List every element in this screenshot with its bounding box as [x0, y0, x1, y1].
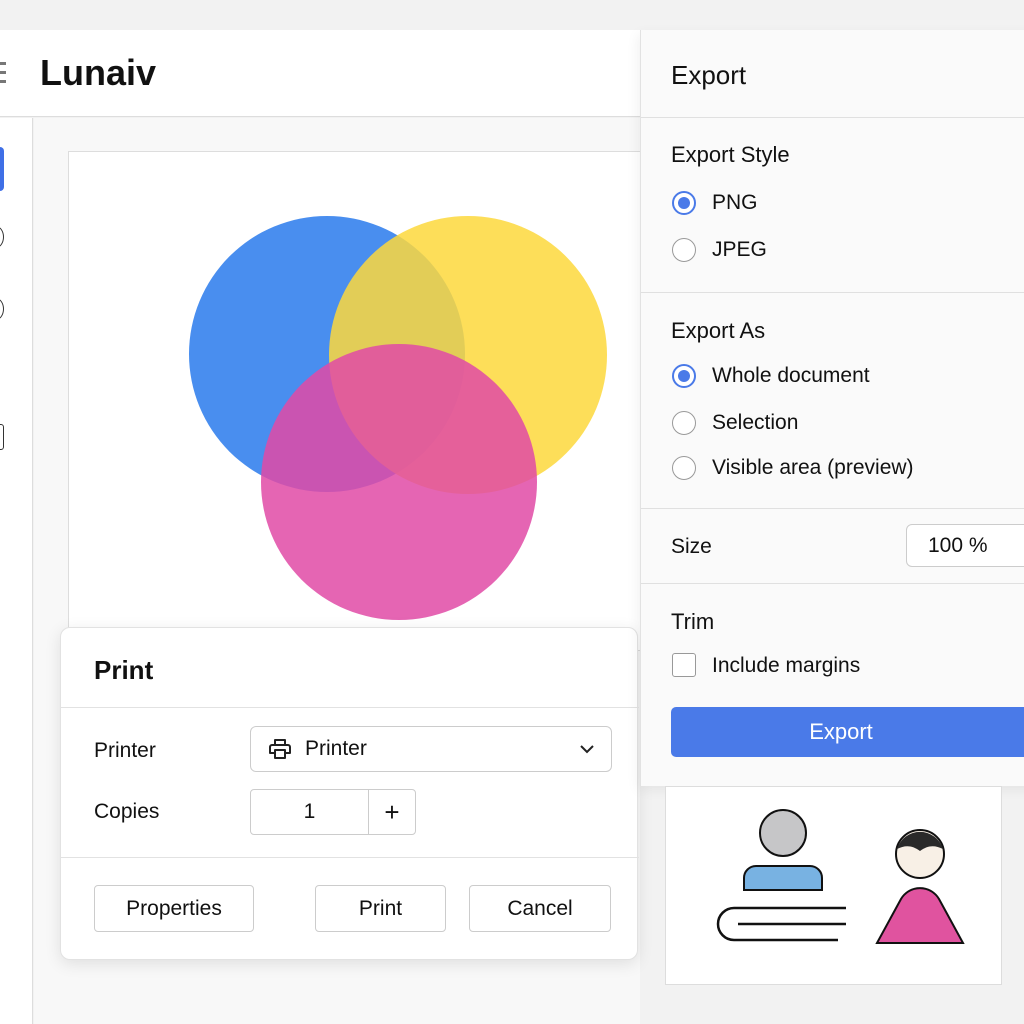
cancel-button[interactable]: Cancel: [469, 885, 611, 932]
sidebar-circle-icon[interactable]: [0, 226, 4, 248]
sidebar-circle-icon[interactable]: [0, 298, 4, 320]
radio-whole-document[interactable]: [672, 364, 696, 388]
divider: [61, 857, 639, 858]
app-title: Lunaiv: [40, 52, 157, 93]
export-as-heading: Export As: [671, 318, 766, 343]
app-header: [0, 30, 640, 117]
copies-stepper: 1 +: [250, 789, 416, 835]
chevron-down-icon: [580, 745, 594, 754]
option-whole-document: Whole document: [712, 364, 870, 387]
print-title: Print: [94, 655, 154, 685]
size-input[interactable]: 100 %: [906, 524, 1024, 567]
trim-heading: Trim: [671, 609, 715, 634]
venn-diagram: [189, 216, 607, 620]
person-hair: [897, 831, 943, 851]
export-style-heading: Export Style: [671, 142, 790, 167]
copies-input[interactable]: 1: [251, 790, 369, 834]
plus-icon[interactable]: +: [384, 796, 400, 827]
printer-icon: [269, 739, 291, 759]
person-body-blue: [743, 865, 823, 891]
size-label: Size: [671, 535, 712, 558]
document-page: [68, 151, 648, 651]
include-margins-label: Include margins: [712, 654, 861, 677]
sidebar-item-active[interactable]: [0, 147, 4, 191]
menu-icon[interactable]: [0, 62, 6, 84]
divider: [61, 707, 639, 708]
sidebar: [0, 118, 33, 1024]
printer-value: Printer: [305, 737, 367, 760]
export-title: Export: [671, 60, 747, 90]
printer-select[interactable]: Printer: [250, 726, 612, 772]
illustration-card: [665, 786, 1002, 985]
printer-label: Printer: [94, 739, 156, 762]
option-selection: Selection: [712, 411, 799, 434]
sidebar-square-icon[interactable]: [0, 424, 4, 450]
radio-selection[interactable]: [672, 411, 696, 435]
export-button[interactable]: Export: [671, 707, 1024, 757]
option-jpeg: JPEG: [712, 238, 767, 261]
properties-button[interactable]: Properties: [94, 885, 254, 932]
option-visible-area: Visible area (preview): [712, 456, 914, 479]
radio-jpeg[interactable]: [672, 238, 696, 262]
copies-label: Copies: [94, 800, 160, 823]
print-button[interactable]: Print: [315, 885, 446, 932]
option-png: PNG: [712, 191, 758, 214]
radio-visible-area[interactable]: [672, 456, 696, 480]
book-lines: [716, 906, 846, 942]
people-illustration: [716, 809, 965, 944]
person-head-gray: [759, 809, 807, 857]
radio-png[interactable]: [672, 191, 696, 215]
export-panel: Export Export Style PNG JPEG Export As W…: [640, 30, 1024, 786]
venn-circle-magenta: [261, 344, 537, 620]
print-dialog: Print Printer Printer Copies 1 + Propert…: [60, 627, 639, 960]
include-margins-checkbox[interactable]: [672, 653, 696, 677]
person-body-magenta: [875, 887, 965, 944]
